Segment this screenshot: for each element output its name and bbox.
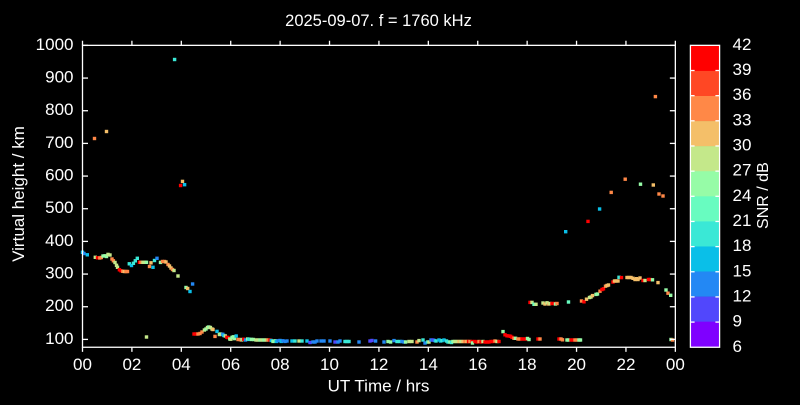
svg-text:9: 9 <box>733 312 742 331</box>
svg-text:10: 10 <box>320 355 339 374</box>
svg-text:42: 42 <box>733 35 752 54</box>
svg-text:27: 27 <box>733 161 752 180</box>
svg-text:21: 21 <box>733 211 752 230</box>
svg-text:18: 18 <box>733 236 752 255</box>
svg-text:04: 04 <box>172 355 191 374</box>
svg-text:400: 400 <box>45 231 73 250</box>
svg-text:100: 100 <box>45 329 73 348</box>
svg-text:24: 24 <box>733 186 752 205</box>
svg-text:39: 39 <box>733 60 752 79</box>
svg-text:20: 20 <box>567 355 586 374</box>
svg-text:36: 36 <box>733 85 752 104</box>
svg-text:300: 300 <box>45 264 73 283</box>
svg-text:UT Time / hrs: UT Time / hrs <box>328 377 430 396</box>
svg-text:SNR / dB: SNR / dB <box>755 162 772 229</box>
svg-text:15: 15 <box>733 261 752 280</box>
svg-text:14: 14 <box>419 355 438 374</box>
svg-text:6: 6 <box>733 337 742 356</box>
svg-text:00: 00 <box>666 355 685 374</box>
svg-text:700: 700 <box>45 133 73 152</box>
svg-text:900: 900 <box>45 68 73 87</box>
svg-text:12: 12 <box>369 355 388 374</box>
svg-text:1000: 1000 <box>36 35 74 54</box>
svg-text:Virtual height / km: Virtual height / km <box>9 126 28 262</box>
svg-text:00: 00 <box>73 355 92 374</box>
svg-text:600: 600 <box>45 166 73 185</box>
svg-text:06: 06 <box>221 355 240 374</box>
svg-text:200: 200 <box>45 296 73 315</box>
svg-text:33: 33 <box>733 110 752 129</box>
svg-text:08: 08 <box>271 355 290 374</box>
svg-text:30: 30 <box>733 135 752 154</box>
svg-text:800: 800 <box>45 100 73 119</box>
svg-text:18: 18 <box>518 355 537 374</box>
svg-text:22: 22 <box>616 355 635 374</box>
svg-text:500: 500 <box>45 198 73 217</box>
svg-text:2025-09-07. f = 1760 kHz: 2025-09-07. f = 1760 kHz <box>285 12 472 30</box>
svg-text:02: 02 <box>122 355 141 374</box>
svg-text:12: 12 <box>733 286 752 305</box>
svg-text:16: 16 <box>468 355 487 374</box>
